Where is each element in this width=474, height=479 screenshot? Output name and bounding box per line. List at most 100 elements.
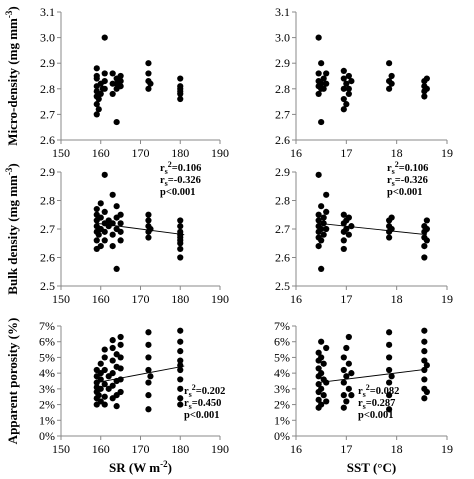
data-point: [93, 65, 100, 72]
data-point: [386, 329, 393, 336]
y-tick-label: 6%: [39, 335, 55, 349]
data-point: [177, 395, 184, 402]
data-point: [145, 406, 152, 413]
data-point: [101, 381, 108, 388]
data-point: [318, 60, 325, 67]
data-point: [345, 231, 352, 238]
y-tick-label: 3.1: [40, 5, 55, 19]
data-point: [345, 72, 352, 80]
data-point: [117, 228, 124, 235]
data-point: [109, 231, 116, 238]
data-point: [97, 385, 104, 392]
data-point: [101, 85, 108, 92]
data-point: [109, 90, 116, 98]
data-point: [177, 401, 184, 408]
y-tick-label: 2.7: [275, 107, 290, 121]
y-tick-label: 0%: [39, 429, 55, 443]
data-point: [423, 237, 430, 244]
data-point: [318, 203, 325, 210]
x-tick-label: 150: [52, 146, 70, 160]
data-point: [348, 223, 355, 230]
x-tick-label: 170: [132, 146, 150, 160]
x-tick-label: 150: [52, 292, 70, 306]
data-point: [345, 85, 352, 92]
data-point: [345, 360, 352, 367]
data-point: [117, 72, 124, 80]
data-point: [315, 365, 322, 372]
data-point: [147, 80, 154, 87]
y-tick-label: 2.7: [275, 222, 290, 236]
data-point: [315, 70, 322, 77]
y-tick-label: 3.1: [275, 5, 290, 19]
y-tick-label: 2.5: [40, 279, 55, 293]
data-point: [388, 373, 395, 380]
y-tick-label: 2.6: [275, 133, 290, 147]
data-point: [109, 243, 116, 250]
x-tick-label: 150: [52, 442, 70, 456]
data-point: [145, 366, 152, 374]
data-point: [113, 203, 120, 210]
data-point: [340, 106, 347, 113]
stat-annotation: p<0.001: [358, 410, 393, 421]
data-point: [421, 366, 428, 374]
data-point: [177, 254, 184, 261]
data-point: [320, 214, 327, 221]
data-point: [386, 85, 393, 92]
y-tick-label: 2.6: [40, 133, 55, 147]
data-point: [423, 388, 430, 396]
data-point: [340, 379, 347, 386]
data-point: [423, 362, 430, 369]
data-point: [340, 67, 347, 74]
y-tick-label: 2.9: [275, 56, 290, 70]
stat-annotation: rs=-0.326: [387, 175, 428, 188]
panel-micro-sr: 2.6 2.7 2.8 2.9 3.0 3.1 150 160 170 180 190 Micro-d…: [4, 5, 229, 160]
data-point: [95, 95, 102, 103]
x-tick-label: 19: [441, 442, 453, 456]
data-point: [323, 379, 330, 386]
data-point: [343, 80, 350, 87]
stat-annotation: rs=-0.326: [160, 175, 201, 188]
data-point: [386, 392, 393, 399]
data-point: [113, 403, 120, 410]
data-point: [101, 393, 108, 400]
trend-line: [318, 222, 427, 236]
y-axis-label: Bulk density (mg mm-3): [4, 163, 20, 294]
data-point: [145, 234, 152, 241]
x-axis-label: SR (W m-2): [109, 459, 172, 475]
data-point: [177, 223, 184, 230]
data-point: [345, 385, 352, 392]
x-tick-label: 17: [340, 442, 352, 456]
data-point: [117, 83, 124, 90]
data-point: [318, 80, 325, 87]
data-point: [421, 348, 428, 355]
data-point: [320, 75, 327, 82]
panel-porosity-sst: 0% 1%2% 3% 4% 5%6% 7% 16 17 18 19 rs2=0.082rs=0.28…: [274, 319, 453, 475]
data-point: [388, 80, 395, 87]
data-point: [323, 225, 330, 233]
y-tick-label: 2.9: [40, 56, 55, 70]
data-point: [386, 379, 393, 386]
x-tick-label: 19: [441, 292, 453, 306]
data-point: [177, 245, 184, 253]
data-point: [423, 225, 430, 233]
data-point: [93, 205, 100, 213]
data-point: [117, 365, 124, 372]
data-point: [320, 360, 327, 367]
data-point: [117, 354, 124, 361]
data-point: [109, 70, 116, 77]
x-tick-label: 160: [92, 292, 110, 306]
data-point: [340, 75, 347, 82]
data-point: [388, 214, 395, 221]
data-point: [145, 85, 152, 92]
x-axis-label: SST (°C): [347, 460, 396, 475]
y-tick-label: 1%: [274, 413, 290, 427]
data-point: [145, 392, 152, 399]
y-tick-label: 5%: [39, 350, 55, 364]
data-point: [101, 354, 108, 361]
y-tick-label: 0%: [274, 429, 290, 443]
y-tick-label: 2.7: [40, 222, 55, 236]
data-point: [318, 338, 325, 345]
data-point: [340, 85, 347, 92]
data-point: [323, 70, 330, 77]
data-point: [97, 90, 104, 98]
